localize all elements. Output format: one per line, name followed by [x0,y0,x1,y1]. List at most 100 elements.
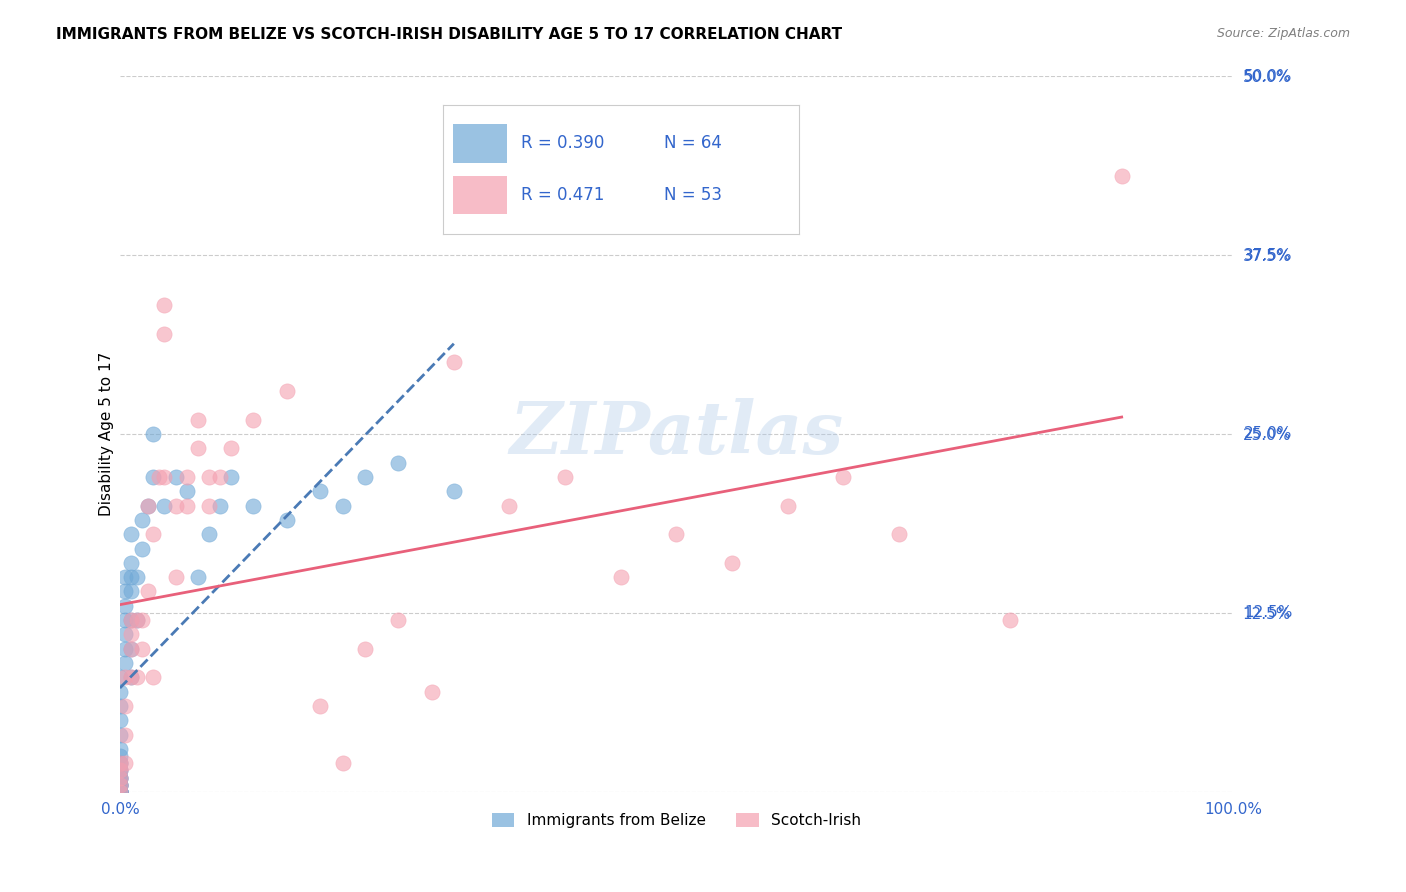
Point [108,785,131,799]
Point [142,670,165,684]
Legend: Immigrants from Belize, Scotch-Irish: Immigrants from Belize, Scotch-Irish [485,807,868,834]
Point [332,499,354,513]
Point [153,470,176,484]
Point [1111,169,1133,184]
Point [114,613,136,627]
Point [353,641,375,656]
Point [276,384,298,398]
Point [165,570,187,584]
Point [114,670,136,684]
Point [443,484,465,499]
Point [108,699,131,714]
Point [309,484,332,499]
Point [142,427,165,442]
Point [276,513,298,527]
Point [108,778,131,792]
Point [153,499,176,513]
Point [108,778,131,792]
Point [108,756,131,771]
Point [153,326,176,341]
Point [353,470,375,484]
Point [114,627,136,641]
Y-axis label: Disability Age 5 to 17: Disability Age 5 to 17 [100,351,114,516]
Point [176,484,198,499]
Point [387,456,409,470]
Point [108,785,131,799]
Point [108,785,131,799]
Point [108,785,131,799]
Point [108,764,131,778]
Point [165,470,187,484]
Point [108,778,131,792]
Point [108,749,131,764]
Point [498,499,520,513]
Point [332,756,354,771]
Point [131,613,153,627]
Point [120,613,142,627]
Point [108,771,131,785]
Point [108,771,131,785]
Point [114,756,136,771]
Point [108,785,131,799]
Point [136,584,159,599]
Point [721,556,744,570]
Point [108,728,131,742]
Point [142,527,165,541]
Text: Source: ZipAtlas.com: Source: ZipAtlas.com [1216,27,1350,40]
Point [309,699,332,714]
Point [108,785,131,799]
Point [387,613,409,627]
Point [198,527,221,541]
Point [125,613,148,627]
Point [554,470,576,484]
Point [420,684,443,698]
Point [120,670,142,684]
Point [219,442,242,456]
Point [136,499,159,513]
Point [120,613,142,627]
Point [108,742,131,756]
Point [108,771,131,785]
Point [108,764,131,778]
Point [131,541,153,556]
Point [114,699,136,714]
Point [120,641,142,656]
Point [108,714,131,728]
Point [120,627,142,641]
Point [114,641,136,656]
Point [187,442,209,456]
Point [108,756,131,771]
Point [120,641,142,656]
Point [114,584,136,599]
Point [776,499,799,513]
Point [665,527,688,541]
Point [114,656,136,670]
Point [108,764,131,778]
Point [108,670,131,684]
Point [148,470,170,484]
Point [108,785,131,799]
Point [443,355,465,369]
Point [131,641,153,656]
Point [120,527,142,541]
Point [114,728,136,742]
Point [219,470,242,484]
Point [114,570,136,584]
Point [198,470,221,484]
Text: 50.0%: 50.0% [1244,69,1292,84]
Point [610,570,633,584]
Point [108,756,131,771]
Point [187,570,209,584]
Point [125,570,148,584]
Point [242,499,264,513]
Point [165,499,187,513]
Point [142,470,165,484]
Point [108,785,131,799]
Point [153,298,176,312]
Point [108,778,131,792]
Point [120,570,142,584]
Text: ZIPatlas: ZIPatlas [509,399,844,469]
Point [114,599,136,613]
Point [108,771,131,785]
Point [108,785,131,799]
